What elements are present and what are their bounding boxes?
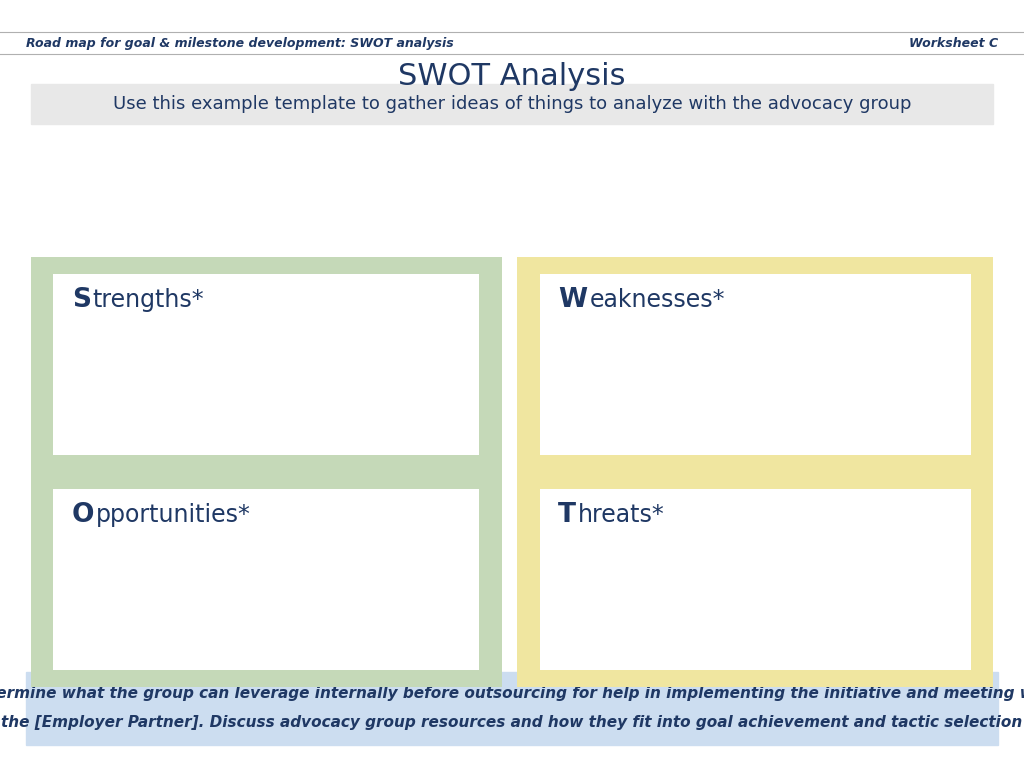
FancyBboxPatch shape bbox=[540, 274, 971, 455]
FancyBboxPatch shape bbox=[31, 257, 502, 472]
Text: eaknesses*: eaknesses* bbox=[589, 287, 725, 312]
Text: Determine what the group can leverage internally before outsourcing for help in : Determine what the group can leverage in… bbox=[0, 686, 1024, 700]
Text: trengths*: trengths* bbox=[93, 287, 205, 312]
FancyBboxPatch shape bbox=[31, 472, 502, 687]
Text: S: S bbox=[72, 286, 91, 313]
Text: pportunities*: pportunities* bbox=[96, 502, 251, 527]
Text: Road map for goal & milestone development: SWOT analysis: Road map for goal & milestone developmen… bbox=[26, 37, 454, 49]
Text: O: O bbox=[72, 502, 94, 528]
FancyBboxPatch shape bbox=[517, 257, 993, 472]
FancyBboxPatch shape bbox=[53, 489, 479, 670]
Text: Worksheet C: Worksheet C bbox=[909, 37, 998, 49]
Text: T: T bbox=[558, 502, 577, 528]
FancyBboxPatch shape bbox=[31, 84, 993, 124]
Text: hreats*: hreats* bbox=[579, 502, 665, 527]
Text: W: W bbox=[558, 286, 587, 313]
FancyBboxPatch shape bbox=[517, 472, 993, 687]
Text: SWOT Analysis: SWOT Analysis bbox=[398, 62, 626, 91]
FancyBboxPatch shape bbox=[540, 489, 971, 670]
Text: Use this example template to gather ideas of things to analyze with the advocacy: Use this example template to gather idea… bbox=[113, 95, 911, 114]
Text: the [Employer Partner]. Discuss advocacy group resources and how they fit into g: the [Employer Partner]. Discuss advocacy… bbox=[1, 715, 1023, 730]
FancyBboxPatch shape bbox=[53, 274, 479, 455]
FancyBboxPatch shape bbox=[26, 672, 998, 745]
